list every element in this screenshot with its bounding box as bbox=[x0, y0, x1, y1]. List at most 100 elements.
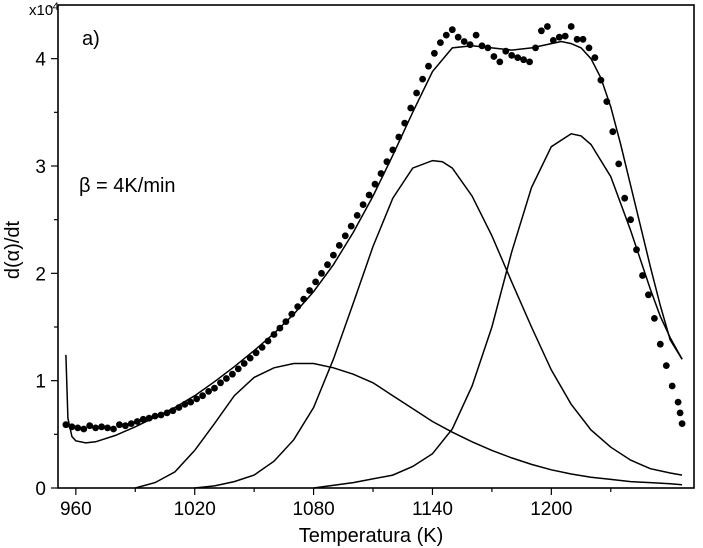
data-point bbox=[645, 291, 652, 299]
data-point bbox=[651, 315, 658, 322]
data-point bbox=[98, 423, 105, 431]
data-point bbox=[639, 272, 646, 279]
panel-label: a) bbox=[82, 28, 100, 50]
data-point bbox=[609, 128, 617, 136]
data-point bbox=[377, 170, 385, 177]
data-point bbox=[104, 424, 111, 432]
data-point bbox=[264, 337, 272, 345]
data-point bbox=[656, 340, 664, 348]
data-point bbox=[246, 354, 254, 362]
data-point bbox=[389, 146, 397, 154]
data-point bbox=[454, 33, 462, 41]
data-point bbox=[157, 411, 165, 419]
plot-frame bbox=[57, 4, 695, 489]
data-point bbox=[621, 194, 629, 202]
series-line-fit bbox=[65, 40, 683, 444]
y-multiplier-base: x10 bbox=[29, 2, 53, 19]
data-point bbox=[526, 58, 533, 66]
data-point bbox=[288, 310, 296, 318]
curves bbox=[65, 40, 683, 489]
data-point bbox=[371, 180, 379, 188]
data-point bbox=[139, 415, 147, 423]
data-point bbox=[276, 324, 284, 332]
axes: 960 1020 1080 1140 1200 0 1 2 3 4 bbox=[35, 4, 695, 520]
data-point bbox=[627, 216, 634, 224]
data-point bbox=[668, 382, 676, 390]
data-point bbox=[514, 54, 522, 61]
data-point bbox=[318, 269, 325, 277]
data-point bbox=[460, 38, 468, 45]
data-point bbox=[330, 251, 337, 259]
data-point bbox=[466, 41, 474, 49]
data-point bbox=[538, 27, 545, 35]
data-point bbox=[425, 62, 432, 70]
data-point bbox=[549, 37, 557, 44]
data-point bbox=[484, 44, 492, 52]
rate-annotation: β = 4K/min bbox=[79, 175, 176, 197]
y-tick-label: 1 bbox=[35, 372, 46, 393]
data-point bbox=[68, 423, 76, 431]
data-point bbox=[163, 409, 171, 417]
data-point bbox=[270, 331, 278, 338]
data-point bbox=[306, 287, 313, 294]
data-point bbox=[217, 379, 224, 387]
data-point bbox=[175, 404, 183, 411]
data-point bbox=[282, 318, 290, 325]
x-tick-label: 960 bbox=[60, 499, 92, 520]
data-point bbox=[211, 384, 218, 392]
data-point bbox=[561, 32, 569, 40]
data-point bbox=[353, 212, 361, 219]
data-point bbox=[116, 421, 123, 429]
data-point bbox=[127, 420, 135, 427]
data-point bbox=[365, 191, 373, 199]
data-point bbox=[199, 392, 207, 400]
data-point bbox=[341, 232, 349, 240]
data-point bbox=[169, 407, 177, 415]
x-tick-label: 1200 bbox=[530, 499, 572, 520]
data-points bbox=[62, 23, 686, 433]
data-point bbox=[401, 119, 409, 127]
data-point bbox=[74, 424, 82, 432]
data-point bbox=[324, 261, 331, 269]
data-point bbox=[532, 44, 539, 52]
data-point bbox=[674, 398, 682, 406]
series-line-peak-3 bbox=[313, 133, 683, 489]
series-line-peak-1 bbox=[135, 362, 683, 489]
y-tick-label: 4 bbox=[35, 50, 46, 71]
data-point bbox=[603, 98, 611, 105]
data-point bbox=[591, 54, 599, 61]
data-point bbox=[544, 23, 551, 30]
x-axis-title: Temperatura (K) bbox=[299, 525, 444, 547]
series-line-peak-2 bbox=[194, 159, 683, 489]
data-point bbox=[240, 360, 248, 367]
x-tick-label: 1140 bbox=[412, 499, 453, 520]
y-tick-label: 2 bbox=[35, 264, 46, 285]
data-point bbox=[431, 49, 438, 57]
data-point bbox=[678, 420, 686, 427]
data-point bbox=[502, 47, 510, 55]
data-point bbox=[478, 42, 486, 50]
data-point bbox=[359, 201, 367, 209]
data-point bbox=[181, 400, 189, 408]
data-point bbox=[252, 349, 260, 357]
data-point bbox=[615, 160, 623, 168]
data-point bbox=[62, 421, 70, 429]
data-point bbox=[151, 412, 159, 420]
data-point bbox=[205, 388, 213, 395]
data-point bbox=[437, 39, 444, 46]
y-axis-title: d(α)/dt bbox=[2, 220, 24, 279]
data-point bbox=[229, 370, 236, 378]
data-point bbox=[395, 133, 403, 141]
data-point bbox=[133, 418, 141, 425]
data-point bbox=[579, 35, 587, 43]
data-point bbox=[300, 295, 308, 303]
data-point bbox=[80, 425, 88, 433]
data-point bbox=[662, 362, 670, 369]
data-point bbox=[122, 422, 129, 430]
data-point bbox=[496, 58, 504, 66]
data-point bbox=[448, 26, 456, 34]
data-point bbox=[92, 424, 99, 432]
x-tick-label: 1020 bbox=[174, 499, 216, 520]
data-point bbox=[187, 398, 195, 406]
